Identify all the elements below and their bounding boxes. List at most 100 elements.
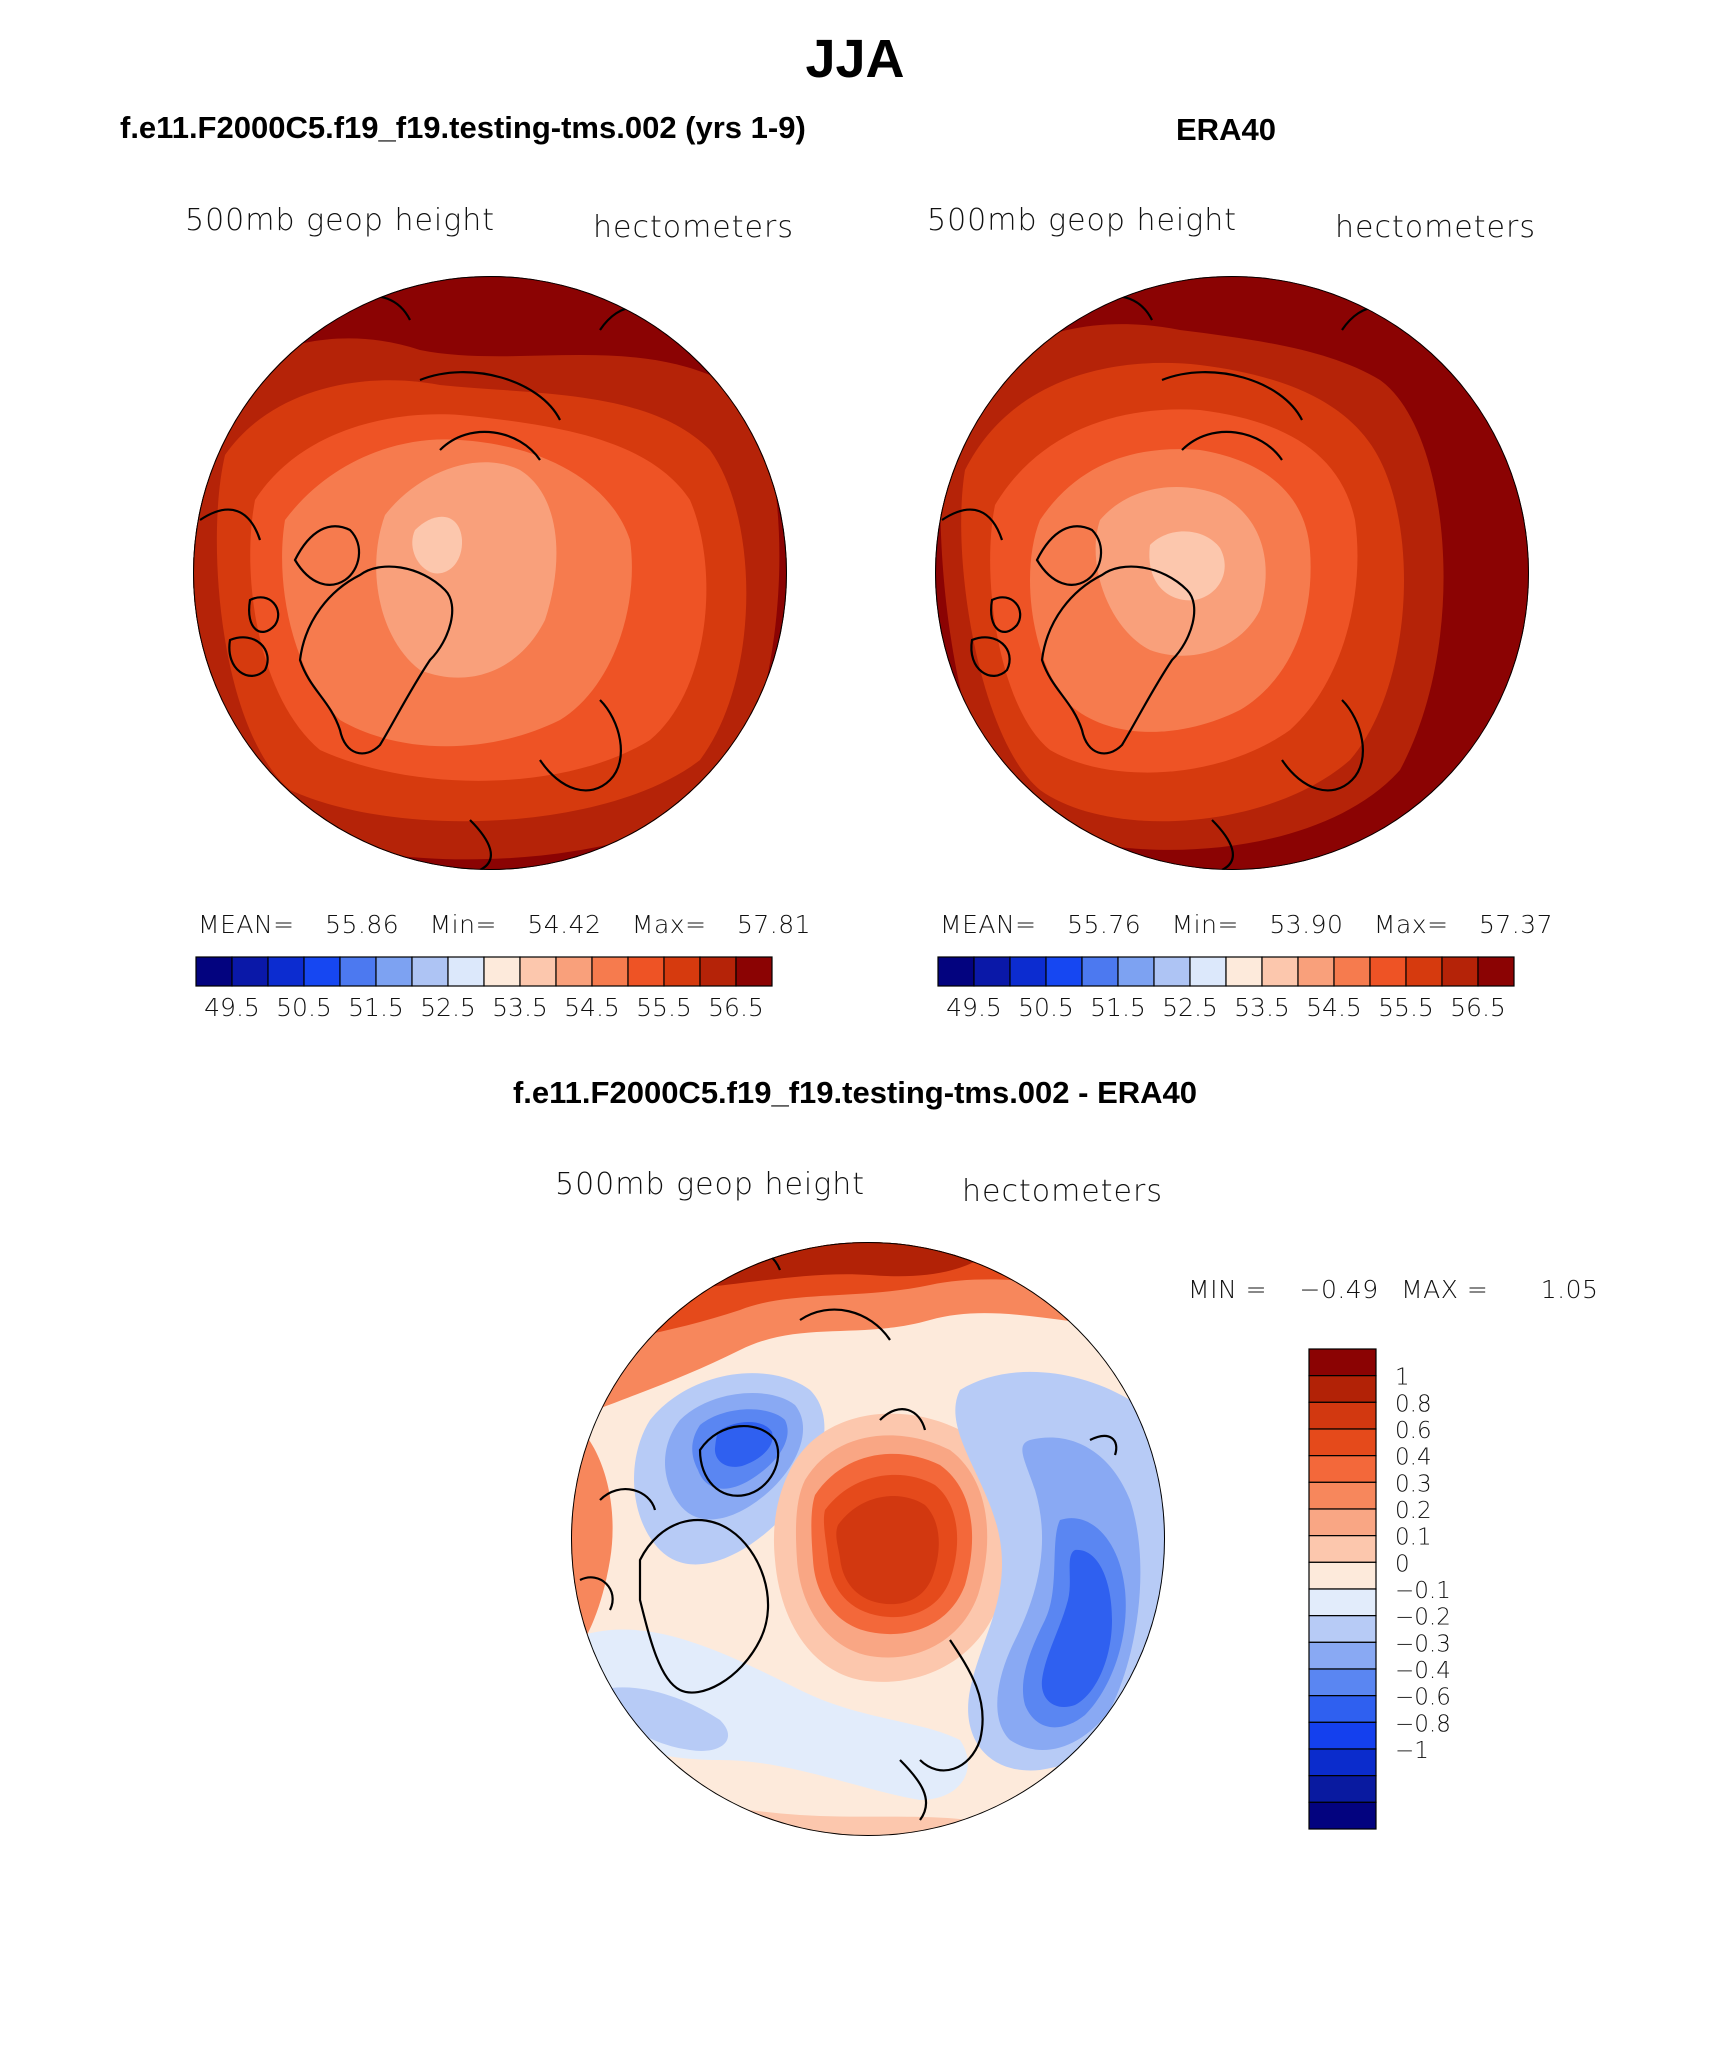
- panel2-map: [935, 276, 1529, 870]
- colorbar-box: [1308, 1375, 1377, 1403]
- colorbar-tick-label: 54.5: [1306, 993, 1362, 1022]
- colorbar-tick-label: 54.5: [564, 993, 620, 1022]
- contour-band: [571, 1629, 968, 1800]
- colorbar-box: [1308, 1615, 1377, 1643]
- contour-band: [1149, 531, 1225, 601]
- contour-band: [1041, 1549, 1112, 1708]
- colorbar-tick-label: 52.5: [1162, 993, 1218, 1022]
- figure-title: JJA: [805, 29, 905, 89]
- colorbar-box: [555, 956, 593, 987]
- colorbar-box: [1308, 1508, 1377, 1537]
- colorbar-box: [627, 956, 665, 987]
- colorbar-tick-label: 52.5: [420, 993, 476, 1022]
- colorbar-box: [1225, 956, 1263, 987]
- colorbar-tick-label: 56.5: [708, 993, 764, 1022]
- panel2-colorbar: 49.5 50.5 51.5 52.5 53.5 54.5 55.5 56.5: [937, 956, 1515, 1022]
- panel1-map: [193, 276, 787, 870]
- colorbar-box: [1308, 1428, 1377, 1457]
- colorbar-box: [1009, 956, 1047, 987]
- colorbar-box: [1153, 956, 1191, 987]
- panel1-title: f.e11.F2000C5.f19_f19.testing-tms.002 (y…: [120, 110, 806, 145]
- colorbar-box: [231, 956, 269, 987]
- colorbar-tick-label: 56.5: [1450, 993, 1506, 1022]
- colorbar-box: [663, 956, 701, 987]
- colorbar-box: [735, 956, 773, 987]
- colorbar-box: [375, 956, 413, 987]
- colorbar-box: [1308, 1401, 1377, 1430]
- panel2-subtitle-right: hectometers: [1335, 210, 1536, 245]
- contour-band: [571, 1420, 613, 1660]
- colorbar-box: [303, 956, 341, 987]
- colorbar-box: [1477, 956, 1515, 987]
- colorbar-box: [1308, 1721, 1377, 1750]
- mean-label: MEAN=: [198, 910, 295, 939]
- colorbar-box: [1308, 1641, 1377, 1670]
- colorbar-box: [1308, 1481, 1377, 1510]
- colorbar-box: [1308, 1455, 1377, 1483]
- colorbar-tick-label: −0.8: [1395, 1711, 1451, 1737]
- max-label: Max=: [1373, 910, 1449, 939]
- colorbar-box: [1189, 956, 1227, 987]
- colorbar-tick-label: 0: [1395, 1551, 1410, 1577]
- colorbar-tick-label: 0.1: [1395, 1525, 1432, 1551]
- colorbar-tick-label: −0.2: [1395, 1605, 1451, 1631]
- colorbar-box: [1308, 1801, 1377, 1830]
- colorbar-box: [1297, 956, 1335, 987]
- colorbar-tick-label: 55.5: [1378, 993, 1434, 1022]
- panel1-subtitle-left: 500mb geop height: [185, 203, 496, 238]
- colorbar-box: [973, 956, 1011, 987]
- colorbar-box: [267, 956, 305, 987]
- colorbar-tick-label: −1: [1395, 1738, 1429, 1764]
- colorbar-tick-label: −0.6: [1395, 1685, 1451, 1711]
- colorbar-tick-label: 49.5: [204, 993, 260, 1022]
- panel3-colorbar: 10.80.60.40.30.20.10−0.1−0.2−0.3−0.4−0.6…: [1308, 1348, 1451, 1830]
- colorbar-box: [1117, 956, 1155, 987]
- panel3-map: [571, 1242, 1165, 1836]
- colorbar-tick-label: 0.8: [1395, 1391, 1432, 1417]
- colorbar-box: [1308, 1561, 1377, 1590]
- colorbar-box: [1261, 956, 1299, 987]
- coastlines: [579, 1246, 1118, 1821]
- colorbar-box: [447, 956, 485, 987]
- colorbar-tick-label: 51.5: [348, 993, 404, 1022]
- colorbar-tick-label: 53.5: [1234, 993, 1290, 1022]
- colorbar-box: [1308, 1775, 1377, 1803]
- max-value: 57.37: [1479, 910, 1554, 939]
- colorbar-tick-label: 50.5: [276, 993, 332, 1022]
- colorbar-box: [1308, 1695, 1377, 1723]
- colorbar-box: [1045, 956, 1083, 987]
- colorbar-box: [483, 956, 521, 987]
- max-value: 57.81: [737, 910, 812, 939]
- panel2-subtitle-left: 500mb geop height: [927, 203, 1238, 238]
- colorbar-box: [1308, 1535, 1377, 1563]
- colorbar-tick-label: −0.1: [1395, 1578, 1451, 1604]
- colorbar-box: [195, 956, 233, 987]
- colorbar-box: [411, 956, 449, 987]
- colorbar-box: [1308, 1668, 1377, 1697]
- mean-label: MEAN=: [940, 910, 1037, 939]
- contour-band: [836, 1496, 939, 1605]
- colorbar-box: [1333, 956, 1371, 987]
- contour-band: [714, 1421, 773, 1467]
- colorbar-box: [339, 956, 377, 987]
- panel2-stats: MEAN= 55.76 Min= 53.90 Max= 57.37: [940, 910, 1553, 939]
- colorbar-tick-label: 0.4: [1395, 1445, 1432, 1471]
- panel1-colorbar: 49.5 50.5 51.5 52.5 53.5 54.5 55.5 56.5: [195, 956, 773, 1022]
- panel3-stats: MIN = −0.49 MAX = 1.05: [1188, 1275, 1598, 1304]
- max-label: Max=: [631, 910, 707, 939]
- colorbar-box: [519, 956, 557, 987]
- colorbar-tick-label: 0.3: [1395, 1471, 1432, 1497]
- max-label: MAX =: [1401, 1275, 1489, 1304]
- colorbar-box: [1308, 1588, 1377, 1617]
- contour-band: [412, 516, 463, 574]
- panel3-title: f.e11.F2000C5.f19_f19.testing-tms.002 - …: [512, 1075, 1198, 1110]
- panel3-subtitle-right: hectometers: [962, 1174, 1163, 1209]
- colorbar-tick-label: 51.5: [1090, 993, 1146, 1022]
- colorbar-tick-label: 0.6: [1395, 1418, 1432, 1444]
- min-value: −0.49: [1299, 1275, 1379, 1304]
- contour-band: [376, 462, 557, 678]
- panel3-subtitle-left: 500mb geop height: [555, 1167, 866, 1202]
- contour-band: [600, 1687, 729, 1751]
- colorbar-tick-label: 53.5: [492, 993, 548, 1022]
